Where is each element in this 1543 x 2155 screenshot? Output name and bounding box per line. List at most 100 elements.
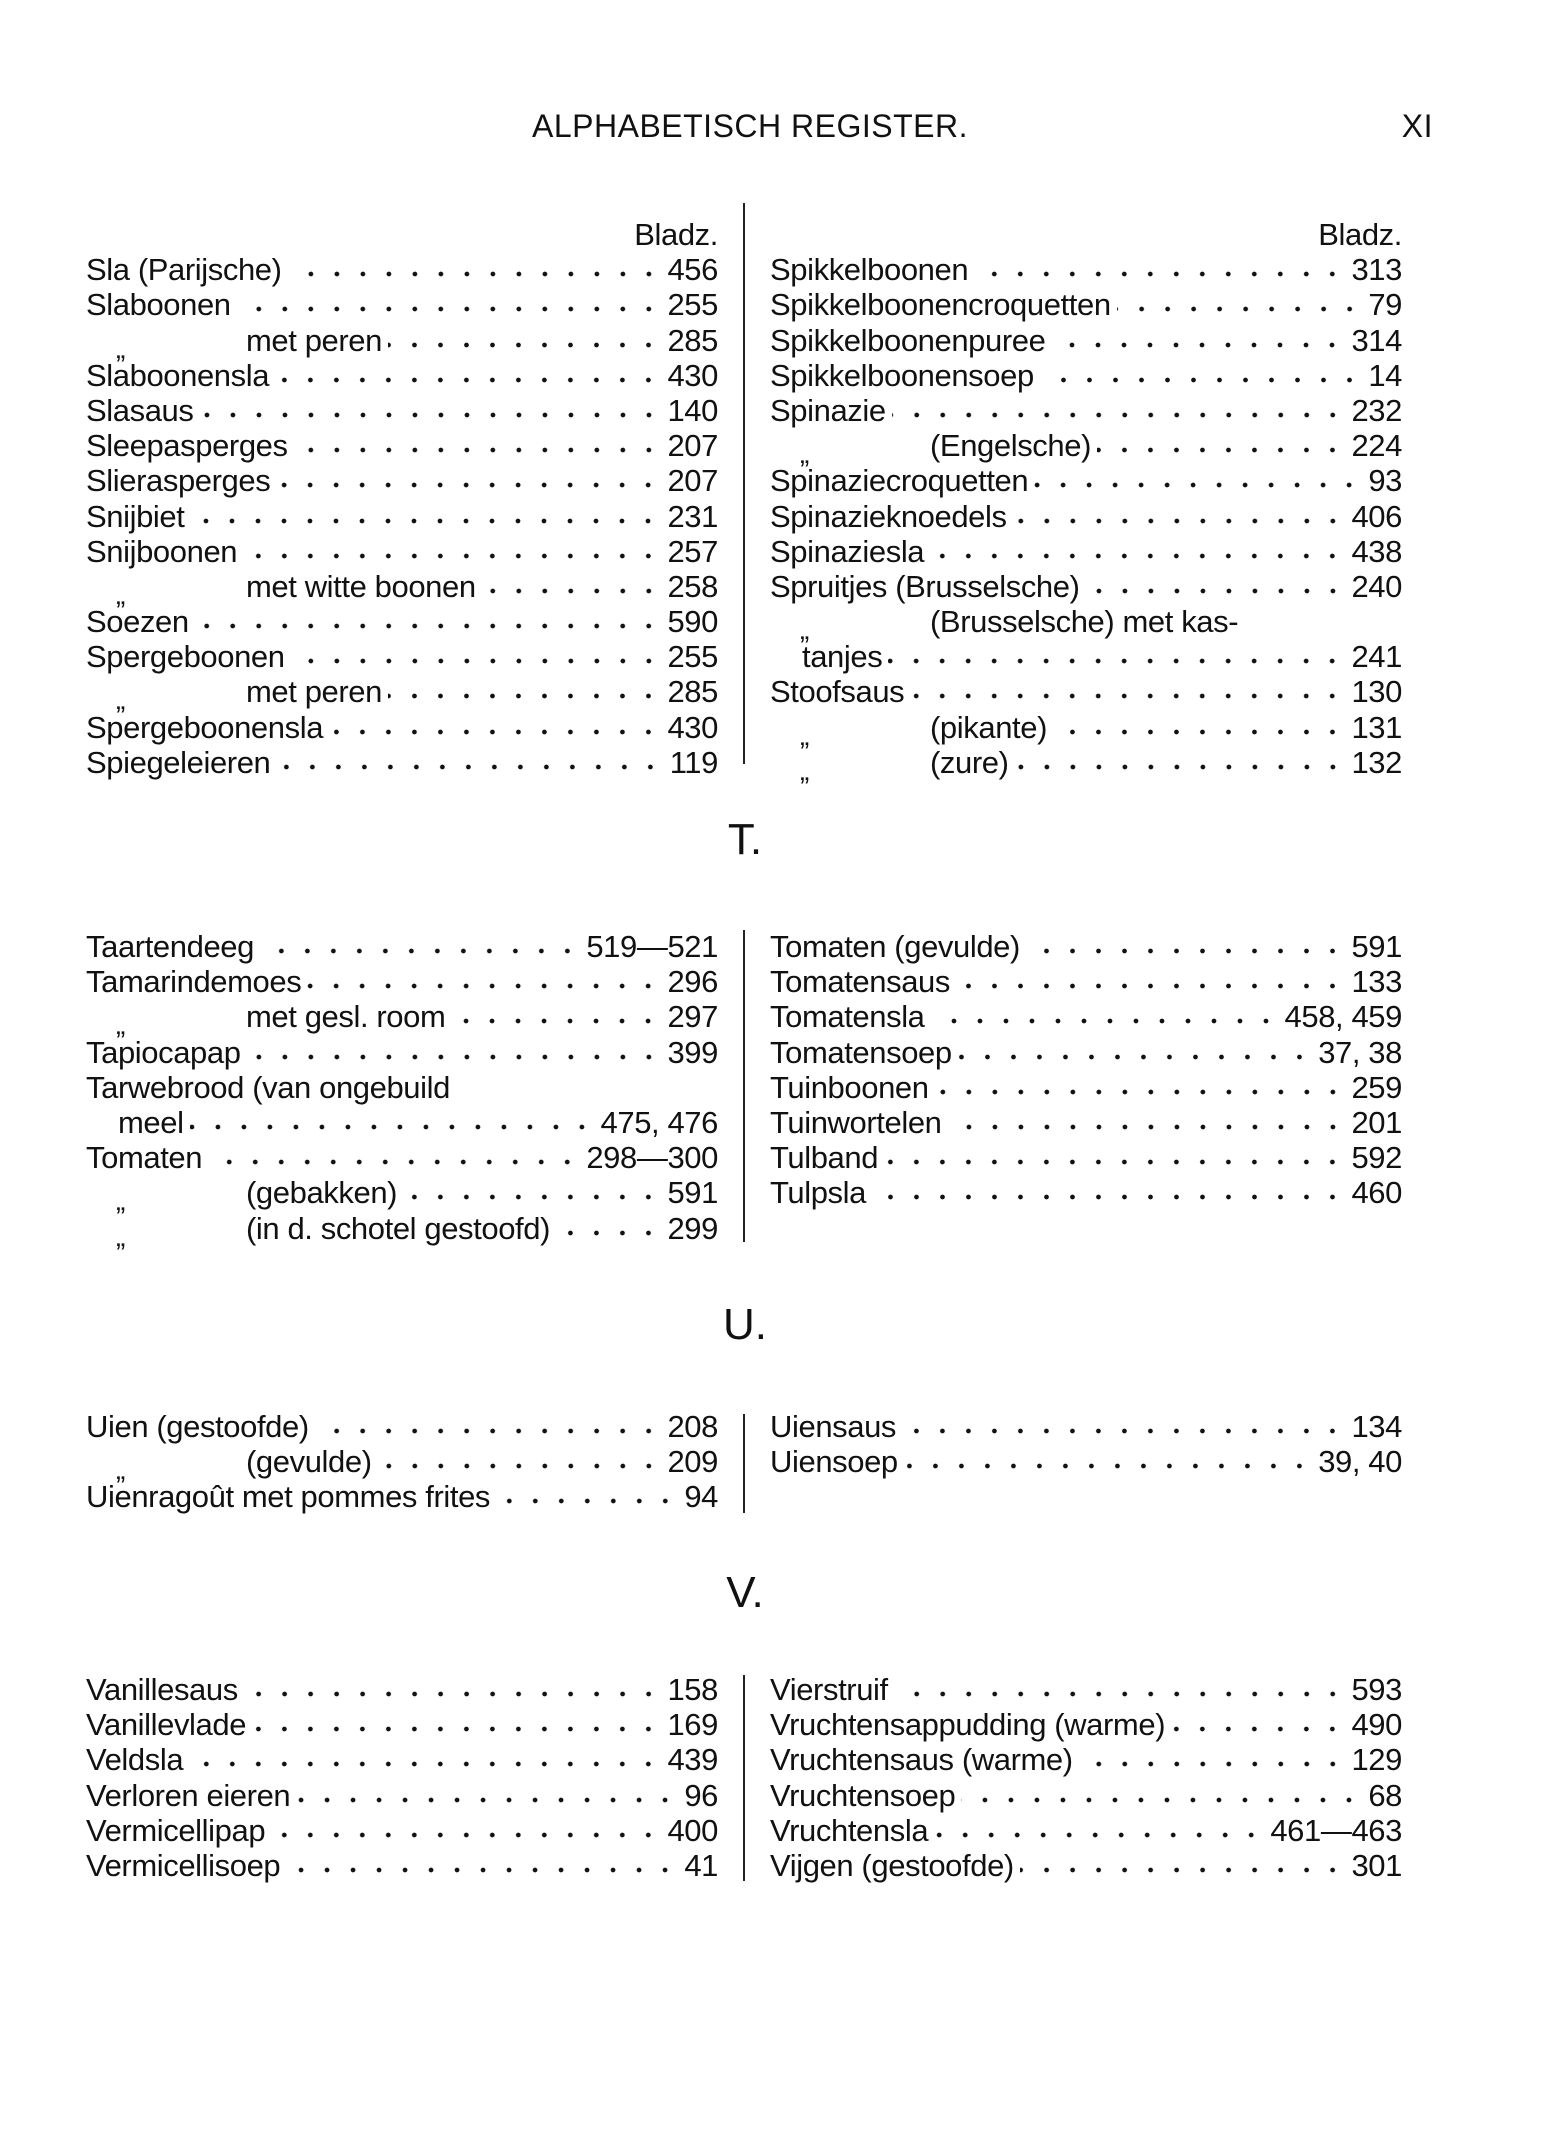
- index-entry: „ met gesl. room 297: [86, 999, 718, 1040]
- ditto-mark: „: [116, 1454, 125, 1486]
- index-entry: Snijboonen 257: [86, 534, 718, 569]
- index-column-right: Vierstruif 593 Vruchtensappudding (warme) 4…: [770, 1672, 1402, 1883]
- entry-page-number: 314: [1351, 322, 1402, 358]
- entry-page-number: 297: [667, 999, 718, 1035]
- section-letter-heading: V.: [726, 1568, 764, 1617]
- entry-page-number: 68: [1368, 1777, 1402, 1813]
- index-entry: Slasaus 140: [86, 393, 718, 428]
- entry-page-number: 255: [667, 287, 718, 323]
- index-entry: Spiegeleieren 119: [86, 745, 718, 780]
- index-entry: Vermicellipap 400: [86, 1813, 718, 1848]
- index-entry: Tapiocapap 399: [86, 1035, 718, 1070]
- entry-label: Tomatensaus: [770, 964, 950, 1000]
- entry-page-number: 130: [1351, 674, 1402, 710]
- entry-page-number: 158: [667, 1672, 718, 1707]
- index-entry: Spinaziecroquetten 93: [770, 463, 1402, 498]
- dot-leader: [947, 1120, 1346, 1133]
- index-entry: Snijbiet 231: [86, 499, 718, 534]
- entry-label: Spiegeleieren: [86, 744, 271, 780]
- entry-label: Slasaus: [86, 392, 194, 428]
- entry-page-number: 400: [667, 1812, 718, 1848]
- entry-page-number: 399: [667, 1034, 718, 1070]
- index-entry: „ (gevulde) 209: [86, 1444, 718, 1485]
- index-entry: „ (Engelsche) 224: [770, 428, 1402, 469]
- index-entry: „ (Brusselsche) met kas-: [770, 604, 1402, 645]
- entry-label: Vruchtensaus (warme): [770, 1742, 1073, 1778]
- entry-label: Vijgen (gestoofde): [770, 1847, 1014, 1883]
- entry-label: Uienragoût met pommes frites: [86, 1479, 491, 1515]
- entry-page-number: 94: [684, 1479, 718, 1515]
- entry-page-number: 129: [1351, 1742, 1402, 1778]
- dot-leader: [246, 1050, 662, 1063]
- entry-page-number: 458, 459: [1284, 999, 1403, 1035]
- dot-leader: [955, 980, 1346, 993]
- dot-leader: [957, 1050, 1313, 1063]
- entry-page-number: 592: [1351, 1140, 1402, 1176]
- entry-label: Soezen: [86, 604, 189, 640]
- entry-label: met gesl. room: [246, 999, 446, 1035]
- dot-leader: [190, 514, 662, 527]
- ditto-mark: „: [116, 1009, 125, 1041]
- dot-leader: [934, 1085, 1346, 1098]
- dot-leader: [481, 584, 662, 597]
- entry-page-number: 519—521: [586, 929, 718, 964]
- entry-page-number: 224: [1351, 428, 1402, 464]
- entry-page-number: 119: [669, 744, 719, 780]
- index-entry: Vierstruif 593: [770, 1672, 1402, 1707]
- dot-leader: [871, 1191, 1346, 1204]
- entry-page-number: 79: [1368, 287, 1402, 323]
- index-entry: Slaboonen 255: [86, 287, 718, 322]
- index-entry: Vruchtensaus (warme) 129: [770, 1742, 1402, 1777]
- index-entry: Uiensaus 134: [770, 1409, 1402, 1444]
- entry-page-number: 14: [1368, 357, 1402, 393]
- entry-page-number: 241: [1351, 639, 1402, 675]
- dot-leader: [1171, 1723, 1346, 1736]
- entry-page-number: 438: [1351, 533, 1402, 569]
- dot-leader: [276, 760, 664, 773]
- index-entry: „ met witte boonen 258: [86, 569, 718, 610]
- entry-page-number: 460: [1351, 1175, 1402, 1211]
- entry-label: Taartendeeg: [86, 929, 254, 964]
- entry-label: Tomatensoep: [770, 1034, 952, 1070]
- index-entry: „ (gebakken) 591: [86, 1175, 718, 1216]
- index-entry: Tomaten 298—300: [86, 1140, 718, 1175]
- entry-label: Vanillesaus: [86, 1672, 238, 1707]
- index-entry: Vijgen (gestoofde) 301: [770, 1848, 1402, 1883]
- entry-page-number: 456: [667, 252, 718, 288]
- dot-leader: [1085, 584, 1346, 597]
- entry-label: Spinaziecroquetten: [770, 463, 1029, 499]
- dot-leader: [961, 1793, 1363, 1806]
- index-entry: Tomatensoep 37, 38: [770, 1035, 1402, 1070]
- entry-page-number: 201: [1351, 1104, 1402, 1140]
- dot-leader: [329, 725, 662, 738]
- dot-leader: [286, 1863, 679, 1876]
- column-divider: [743, 1675, 745, 1881]
- index-entry: Uiensoep 39, 40: [770, 1444, 1402, 1479]
- index-entry: Taartendeeg 519—521: [86, 929, 718, 964]
- dot-leader: [314, 1425, 662, 1437]
- dot-leader: [888, 655, 1346, 668]
- entry-label: (gevulde): [246, 1444, 372, 1480]
- dot-leader: [194, 620, 662, 633]
- entry-page-number: 591: [1351, 929, 1402, 964]
- page-column-label: Bladz.: [634, 217, 718, 252]
- dot-leader: [556, 1226, 662, 1239]
- section-letter-heading: T.: [727, 815, 763, 864]
- index-entry: Tarwebrood (van ongebuild: [86, 1070, 718, 1105]
- dot-leader: [1025, 945, 1346, 957]
- dot-leader: [1051, 338, 1346, 351]
- dot-leader: [377, 1460, 662, 1473]
- index-entry: Vruchtensappudding (warme) 490: [770, 1707, 1402, 1742]
- entry-page-number: 169: [667, 1707, 718, 1743]
- dot-leader: [276, 479, 662, 492]
- index-entry: Tuinwortelen 201: [770, 1105, 1402, 1140]
- index-entry: Spinazieknoedels 406: [770, 499, 1402, 534]
- index-entry: Verloren eieren 96: [86, 1778, 718, 1813]
- entry-label: met peren: [246, 674, 382, 710]
- entry-label: Vruchtensla: [770, 1812, 929, 1848]
- dot-leader: [1078, 1758, 1346, 1771]
- entry-page-number: 140: [667, 392, 718, 428]
- index-entry: Uien (gestoofde) 208: [86, 1409, 718, 1444]
- dot-leader: [910, 690, 1346, 703]
- ditto-mark: „: [116, 1185, 125, 1217]
